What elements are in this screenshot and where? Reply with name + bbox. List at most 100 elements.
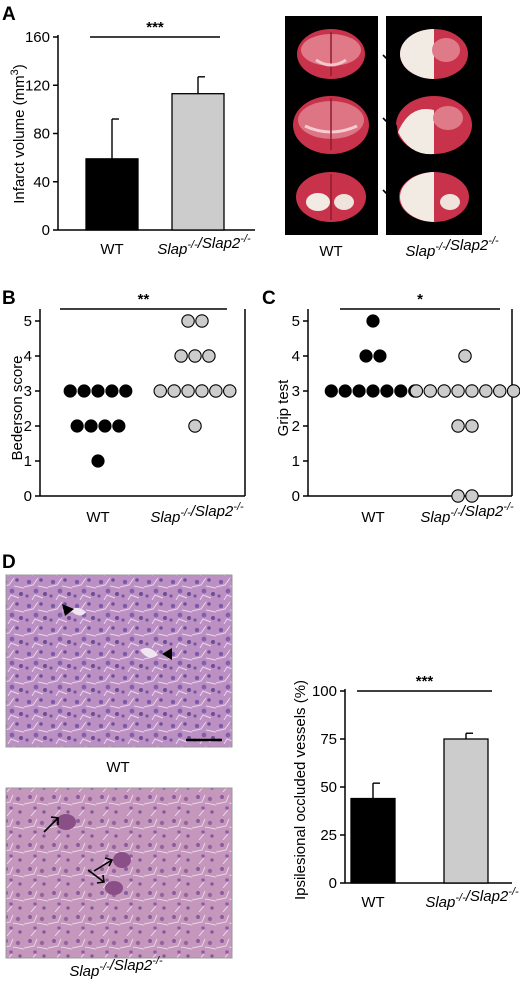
category-label-ko: Slap-/-/Slap2-/-	[420, 501, 514, 526]
data-point	[352, 384, 366, 398]
data-point	[181, 314, 195, 328]
data-point	[91, 384, 105, 398]
chart-b-bederson-score: 0 1 2 3 4 5 ** WT Slap-/-/Slap2-/- Bederson score	[9, 291, 246, 526]
bar	[443, 738, 489, 884]
data-point	[98, 419, 112, 433]
y-tick-label: 120	[25, 77, 50, 94]
data-point	[202, 349, 216, 363]
y-tick-label: 3	[292, 383, 300, 400]
bar	[350, 797, 396, 884]
significance-marker: *	[417, 291, 423, 308]
brain-slice-ko-3	[399, 172, 469, 222]
y-axis-title: Infarct volume (mm3)	[9, 64, 28, 203]
data-point	[119, 384, 133, 398]
y-tick-label: 0	[292, 488, 300, 505]
data-point	[492, 384, 507, 398]
data-point	[423, 384, 437, 398]
brain-slice-wt-3	[296, 172, 366, 222]
histology-label-wt: WT	[106, 759, 129, 776]
brain-slice-wt-1	[297, 29, 365, 79]
data-point	[91, 454, 105, 468]
y-tick-label: 160	[25, 29, 50, 46]
data-point	[112, 419, 126, 433]
significance-marker: **	[138, 291, 150, 308]
data-point	[409, 384, 424, 398]
data-point	[451, 384, 465, 398]
data-point	[479, 384, 493, 398]
data-point	[195, 384, 209, 398]
y-tick-label: 50	[320, 779, 337, 796]
data-point	[359, 349, 373, 363]
data-point	[63, 384, 77, 398]
bar	[171, 93, 225, 231]
data-point	[181, 384, 195, 398]
data-point	[105, 384, 119, 398]
brain-photo-label-ko: Slap-/-/Slap2-/-	[405, 235, 499, 260]
y-tick-label: 1	[24, 453, 32, 470]
panel-letter-d: D	[2, 552, 16, 573]
y-tick-label: 2	[24, 418, 32, 435]
data-point	[380, 384, 394, 398]
data-point	[77, 384, 91, 398]
category-label-ko: Slap-/-/Slap2-/-	[157, 233, 251, 258]
significance-marker: ***	[146, 19, 164, 36]
chart-a-infarct-volume: 0 40 80 120 160 *** WT Slap-/-/Slap2-/- Infarct …	[9, 19, 255, 258]
data-point	[394, 384, 408, 398]
data-point	[84, 419, 98, 433]
histology-label-ko: Slap-/-/Slap2-/-	[69, 955, 163, 980]
category-label-wt: WT	[361, 509, 384, 526]
brain-slice-ko-2	[396, 96, 472, 155]
panel-letter-b: B	[2, 288, 16, 309]
y-axis-title: Bederson score	[9, 355, 26, 460]
brain-slices-photo: WT Slap-/-/Slap2-/-	[285, 16, 499, 260]
data-point	[153, 384, 168, 398]
data-point	[188, 419, 202, 433]
panel-letter-c: C	[262, 288, 276, 309]
arrow-icon	[382, 54, 398, 206]
chart-d-occluded-vessels: 0 25 50 75 100 *** WT Slap-/-/Slap2-/- Ipsilesio…	[292, 673, 519, 911]
brain-photo-label-wt: WT	[319, 243, 342, 260]
y-axis-title: Grip test	[275, 379, 292, 437]
arrowhead-icon	[62, 604, 74, 616]
y-tick-label: 0	[329, 875, 337, 892]
y-tick-label: 100	[312, 683, 337, 700]
y-tick-label: 5	[292, 313, 300, 330]
y-tick-label: 75	[320, 731, 337, 748]
chart-c-grip-test: 0 1 2 3 4 5 * WT Slap-/-/Slap2-/- Grip test	[275, 291, 520, 526]
panel-letter-a: A	[2, 4, 16, 25]
y-tick-label: 40	[33, 174, 50, 191]
data-point	[451, 489, 465, 503]
data-point	[167, 384, 181, 398]
data-point	[209, 384, 223, 398]
data-point	[465, 419, 479, 433]
histology-photo-ko	[5, 787, 233, 959]
data-point	[506, 384, 520, 398]
data-point	[465, 489, 479, 503]
brain-slice-ko-1	[400, 29, 468, 79]
y-tick-label: 4	[24, 348, 32, 365]
bar	[85, 158, 139, 231]
brain-slice-wt-2	[293, 96, 369, 154]
data-point	[324, 384, 338, 398]
data-point	[458, 349, 472, 363]
category-label-ko: Slap-/-/Slap2-/-	[150, 501, 244, 526]
data-point	[223, 384, 237, 398]
histology-photo-wt	[5, 574, 233, 748]
y-tick-label: 3	[24, 383, 32, 400]
y-tick-label: 2	[292, 418, 300, 435]
y-tick-label: 1	[292, 453, 300, 470]
data-point	[70, 419, 84, 433]
y-tick-label: 0	[42, 222, 50, 239]
data-point	[366, 384, 380, 398]
data-point	[451, 419, 465, 433]
data-point	[338, 384, 352, 398]
category-label-wt: WT	[361, 894, 384, 911]
arrowhead-icon	[162, 648, 172, 660]
y-tick-label: 80	[33, 126, 50, 143]
significance-marker: ***	[416, 673, 434, 690]
data-point	[373, 349, 387, 363]
y-tick-label: 25	[320, 827, 337, 844]
arrow-icon	[43, 816, 114, 884]
y-tick-label: 5	[24, 313, 32, 330]
